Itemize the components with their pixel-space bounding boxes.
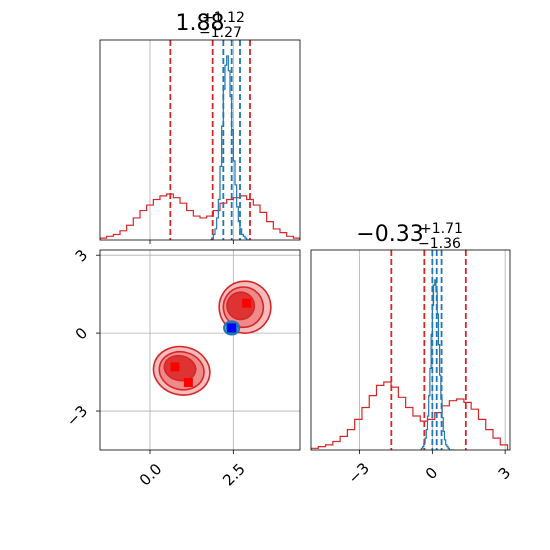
- histogram-red: [311, 381, 509, 450]
- top-ticks: [149, 240, 234, 244]
- joint-panel-frame: [99, 249, 301, 451]
- contour-red-level-2: [163, 354, 197, 382]
- top-histograms: [100, 40, 300, 240]
- joint-grid: [100, 250, 300, 450]
- x-tick-label: −3: [345, 459, 373, 487]
- right-title-plus: +1.71: [420, 221, 463, 237]
- right-title-minus: −1.36: [418, 236, 461, 252]
- y-tick-label: 3: [72, 246, 91, 265]
- top-title-minus: −1.27: [199, 25, 242, 41]
- marker-red: [183, 377, 193, 387]
- y-tick-label: −3: [63, 402, 91, 430]
- histogram-blue: [210, 55, 250, 240]
- y-tick-label: 0: [72, 324, 91, 343]
- top-title-plus: +1.12: [202, 10, 245, 26]
- x-tick-label: 3: [495, 464, 514, 483]
- x-tick-label: 0.0: [136, 460, 166, 490]
- marginal-panel-param-1: 1.88 +1.12 −1.27: [99, 10, 301, 244]
- marginal-panel-param-2: −3 0 3 −0.33 +1.71 −1.36: [310, 221, 514, 487]
- contour-blue-level-0: [223, 320, 241, 336]
- top-title: 1.88: [176, 11, 225, 36]
- top-panel-frame: [99, 39, 301, 241]
- right-ticks: −3 0 3: [345, 450, 514, 487]
- right-title: −0.33: [356, 222, 423, 247]
- contour-blue-level-1: [225, 322, 238, 334]
- marker-red: [170, 362, 180, 372]
- histogram-red: [100, 193, 300, 240]
- right-histograms: [311, 250, 509, 450]
- joint-contours: [152, 280, 272, 396]
- joint-panel: 0.0 2.5 −3 0 3: [63, 246, 301, 490]
- x-tick-label: 2.5: [219, 460, 249, 490]
- marker-red: [242, 298, 252, 308]
- x-tick-label: 0: [422, 464, 441, 483]
- marker-blue: [227, 323, 237, 333]
- right-panel-frame: [310, 249, 511, 451]
